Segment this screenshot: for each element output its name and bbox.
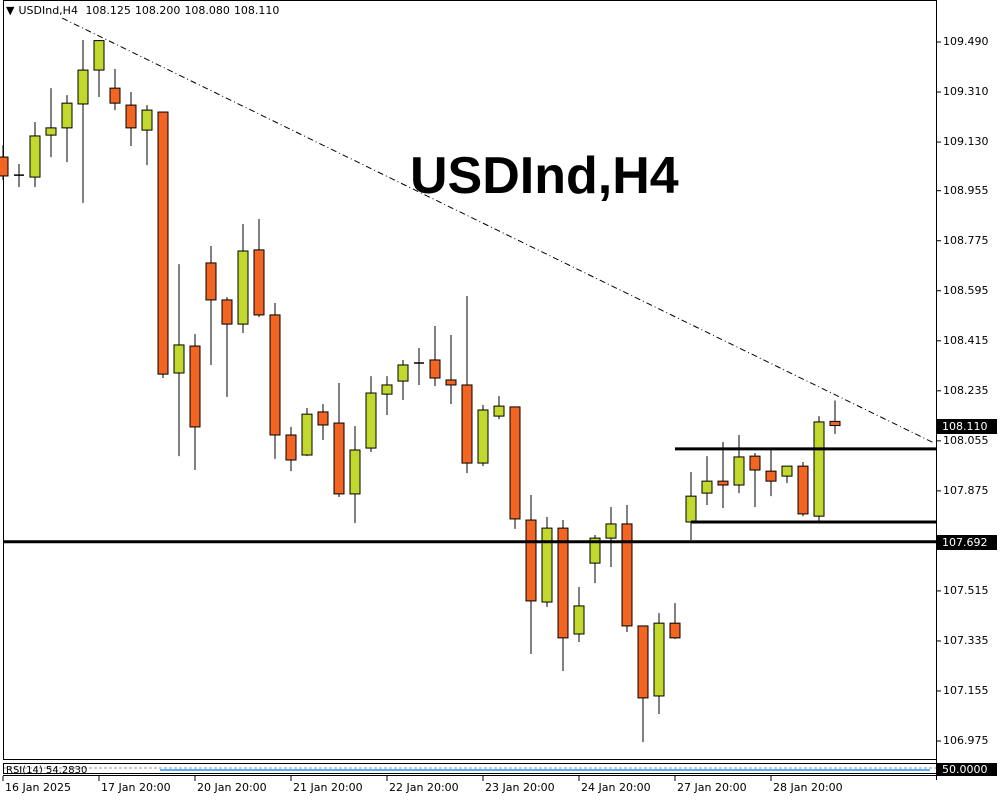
candle-bear — [509, 406, 521, 520]
candle-bear — [557, 527, 569, 639]
y-tick-label: 108.595 — [943, 283, 989, 297]
candle-bear — [205, 262, 217, 301]
y-tick-label: 107.875 — [943, 483, 989, 497]
candle-bull — [237, 250, 249, 325]
candle-bull — [93, 40, 105, 71]
candle-bull — [173, 344, 185, 374]
candle-bear — [525, 519, 537, 602]
candle-bear — [253, 249, 265, 316]
close-value: 108.110 — [233, 4, 280, 17]
candle-bull — [61, 102, 73, 129]
x-tick-label: 22 Jan 20:00 — [389, 781, 459, 794]
candle-bear — [445, 379, 457, 386]
candle-bear — [0, 156, 9, 177]
symbol-label: USDInd,H4 — [18, 4, 78, 17]
candle-bear — [429, 359, 441, 379]
candle-bull — [477, 409, 489, 464]
candle-bear — [749, 455, 761, 471]
x-tick-label: 28 Jan 20:00 — [773, 781, 843, 794]
candle-bull — [493, 405, 505, 417]
y-tick-label: 108.775 — [943, 233, 989, 247]
y-tick-label: 109.490 — [943, 35, 989, 48]
candle-bull — [29, 135, 41, 178]
candle-bear — [157, 111, 169, 375]
y-tick-label: 109.130 — [943, 135, 989, 149]
y-tick-label: 107.155 — [943, 683, 989, 697]
triangle-down-icon[interactable]: ▼ — [6, 4, 15, 17]
trendline[interactable] — [61, 17, 935, 444]
candle-bear — [461, 384, 473, 464]
candle-bear — [109, 87, 121, 104]
rsi-level-label: 50.0000 — [937, 763, 997, 776]
y-tick-label: 108.235 — [943, 383, 989, 397]
low-value: 108.080 — [184, 4, 230, 17]
x-tick-label: 27 Jan 20:00 — [677, 781, 747, 794]
candle-bull — [701, 480, 713, 494]
support-price-label: 107.692 — [937, 535, 997, 550]
candle-bull — [813, 421, 825, 517]
y-tick-label: 108.415 — [943, 333, 989, 347]
candle-bear — [333, 422, 345, 495]
x-tick-label: 21 Jan 20:00 — [293, 781, 363, 794]
candle-bull — [77, 69, 89, 105]
chart-watermark-title: USDInd,H4 — [410, 147, 679, 205]
candle-bull — [301, 413, 313, 456]
high-value: 108.200 — [134, 4, 181, 17]
x-tick-label: 23 Jan 20:00 — [485, 781, 555, 794]
candle-bull — [141, 109, 153, 131]
candle-bear — [125, 104, 137, 129]
candle-bear — [797, 465, 809, 515]
candle-bull — [685, 495, 697, 523]
y-tick-label: 108.055 — [943, 433, 989, 447]
candle-bear — [317, 411, 329, 426]
y-tick-label: 107.515 — [943, 583, 989, 597]
y-tick-label: 106.975 — [943, 733, 989, 747]
candle-bull — [397, 364, 409, 382]
price-axis-bg — [937, 0, 1000, 780]
candle-bull — [781, 465, 793, 477]
candle-bear — [829, 420, 841, 427]
candle-bull — [45, 127, 57, 136]
candle-bull — [381, 384, 393, 395]
candle-bull — [653, 622, 665, 697]
candle-bear — [189, 345, 201, 428]
y-tick-label: 108.955 — [943, 183, 989, 197]
y-tick-label: 107.335 — [943, 633, 989, 647]
x-tick-label: 24 Jan 20:00 — [581, 781, 651, 794]
x-tick-label: 20 Jan 20:00 — [197, 781, 267, 794]
candle-bull — [605, 523, 617, 539]
candle-bull — [365, 392, 377, 449]
candle-bear — [669, 622, 681, 639]
candle-bull — [541, 527, 553, 603]
candle-bull — [573, 605, 585, 635]
current-price-label: 108.110 — [937, 419, 997, 434]
y-tick-label: 109.310 — [943, 85, 989, 99]
candle-bull — [733, 456, 745, 486]
candle-bull — [349, 449, 361, 495]
candle-bear — [717, 480, 729, 486]
candle-bull — [589, 537, 601, 564]
x-tick-label: 17 Jan 20:00 — [101, 781, 171, 794]
open-value: 108.125 — [85, 4, 131, 17]
candle-bear — [285, 434, 297, 461]
rsi-label: RSI(14) 54.2830 — [6, 765, 88, 776]
candle-bear — [765, 470, 777, 482]
x-tick-label: 16 Jan 2025 — [5, 781, 71, 794]
candle-bear — [269, 314, 281, 436]
candle-bear — [221, 299, 233, 325]
chart-header: ▼ USDInd,H4 108.125 108.200 108.080 108.110 — [6, 4, 283, 17]
candle-bear — [637, 625, 649, 699]
candle-bear — [621, 523, 633, 627]
